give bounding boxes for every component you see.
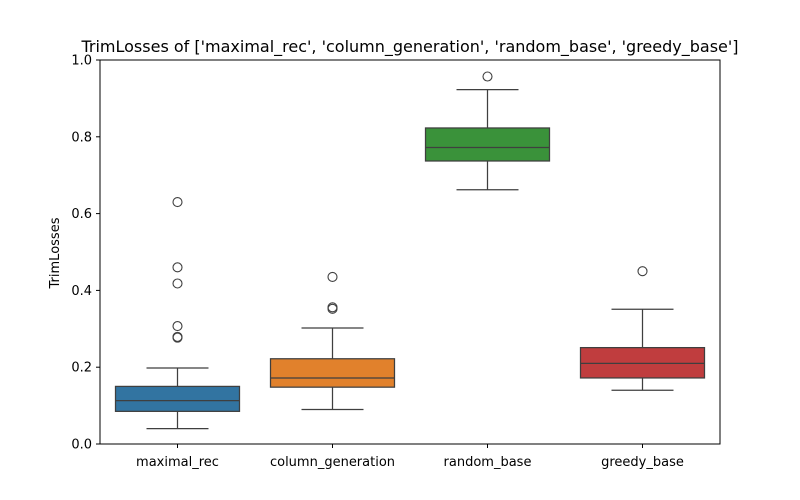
plot-area: maximal_rec column_generation random_base g… [71,54,721,470]
box-maximal_rec [114,385,241,412]
outlier-point [482,71,493,82]
box-random_base [424,127,551,162]
y-tick-label: 0.2 [71,361,92,376]
x-tick-label: greedy_base [601,455,684,470]
chart-title: TrimLosses of ['maximal_rec', 'column_ge… [80,37,738,57]
outlier-point [172,262,183,273]
outlier-point [637,266,648,277]
outlier-point [172,331,183,342]
x-tick-label: random_base [444,455,532,470]
outlier-point [327,271,338,283]
outlier-point [172,197,183,208]
y-tick-label: 0.4 [71,284,92,299]
axes-frame [99,59,721,445]
outlier-point [327,302,338,313]
outlier-point [172,278,183,289]
y-tick-label: 0.8 [71,130,92,145]
y-tick-label: 1.0 [71,54,92,69]
y-axis-label: TrimLosses [48,217,63,289]
y-tick-label: 0.0 [71,438,92,453]
x-tick-label: maximal_rec [136,455,219,470]
outlier-point [172,321,183,332]
x-tick-label: column_generation [270,455,395,470]
box-column_generation [269,358,396,388]
y-tick-label: 0.6 [71,207,92,222]
